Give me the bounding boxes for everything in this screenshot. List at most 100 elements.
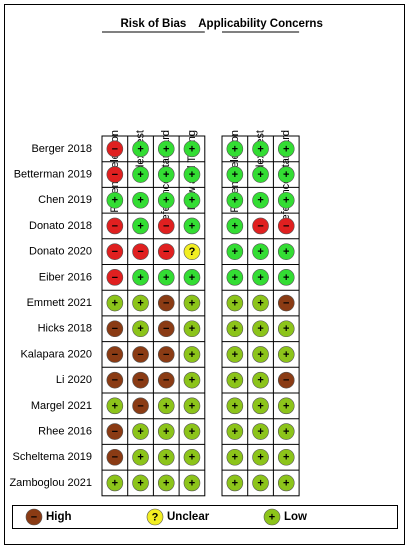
rating-symbol: +: [232, 297, 238, 309]
rating-icon: [157, 371, 175, 389]
rating-icon: [277, 397, 295, 415]
rating-symbol: −: [257, 220, 263, 232]
legend-symbol: −: [31, 511, 37, 523]
rating-symbol: −: [112, 349, 118, 361]
rating-icon: [226, 320, 244, 338]
frame: [4, 4, 405, 545]
rating-symbol: +: [283, 323, 289, 335]
rating-symbol: +: [189, 426, 195, 438]
rating-icon: [226, 243, 244, 260]
rating-icon: [157, 474, 175, 492]
rating-symbol: +: [189, 349, 195, 361]
rating-symbol: +: [257, 426, 263, 438]
rating-symbol: −: [112, 426, 118, 438]
rating-symbol: −: [137, 349, 143, 361]
rating-icon: [277, 243, 295, 260]
rating-icon: [183, 269, 201, 286]
legend-box: [12, 505, 398, 529]
rating-icon: [157, 423, 175, 440]
rating-icon: [226, 217, 244, 235]
rating-symbol: −: [112, 246, 118, 258]
rating-icon: [277, 217, 295, 235]
rating-icon: [183, 423, 201, 440]
rating-icon: [277, 166, 295, 183]
rating-symbol: +: [257, 452, 263, 464]
rating-icon: [157, 217, 175, 235]
rating-icon: [277, 294, 295, 312]
rating-icon: [226, 269, 244, 286]
rating-symbol: +: [137, 297, 143, 309]
rating-symbol: +: [137, 195, 143, 207]
rating-icon: [252, 397, 269, 415]
rating-symbol: +: [283, 452, 289, 464]
rating-icon: [157, 448, 175, 466]
rating-icon: [252, 217, 269, 235]
rating-icon: [106, 140, 124, 158]
rating-symbol: +: [189, 220, 195, 232]
rating-symbol: +: [232, 426, 238, 438]
rating-symbol: −: [112, 143, 118, 155]
rating-icon: [132, 371, 149, 389]
rating-symbol: +: [137, 323, 143, 335]
study-name: Betterman 2019: [14, 168, 92, 180]
rating-symbol: +: [257, 272, 263, 284]
group-title: Risk of Bias: [120, 18, 186, 30]
rating-icon: [132, 397, 149, 415]
study-name: Donato 2018: [29, 220, 92, 232]
rating-icon: [226, 448, 244, 466]
rating-symbol: +: [112, 400, 118, 412]
rating-icon: [132, 448, 149, 466]
rating-symbol: +: [232, 400, 238, 412]
rating-icon: [157, 320, 175, 338]
rating-symbol: +: [283, 143, 289, 155]
rating-symbol: +: [283, 477, 289, 489]
rating-icon: [157, 140, 175, 158]
rating-symbol: +: [137, 426, 143, 438]
rating-symbol: +: [232, 195, 238, 207]
rating-symbol: +: [257, 477, 263, 489]
rating-icon: [226, 140, 244, 158]
rating-symbol: −: [112, 452, 118, 464]
rating-icon: [277, 423, 295, 440]
rating-icon: [277, 448, 295, 466]
rating-symbol: +: [163, 169, 169, 181]
rating-symbol: +: [112, 195, 118, 207]
rating-icon: [106, 397, 124, 415]
rating-symbol: +: [189, 297, 195, 309]
rating-symbol: −: [163, 323, 169, 335]
rating-symbol: +: [112, 297, 118, 309]
legend-icon: [263, 508, 281, 526]
rating-symbol: +: [189, 169, 195, 181]
rating-icon: [226, 166, 244, 183]
rating-symbol: +: [163, 143, 169, 155]
rating-icon: [226, 191, 244, 209]
rating-symbol: +: [283, 169, 289, 181]
study-name: Kalapara 2020: [20, 348, 92, 360]
rating-icon: [277, 371, 295, 389]
rating-symbol: −: [112, 220, 118, 232]
rating-icon: [252, 474, 269, 492]
rating-icon: [106, 346, 124, 363]
rating-icon: [252, 346, 269, 363]
rating-icon: [132, 320, 149, 338]
rating-icon: [252, 140, 269, 158]
rating-symbol: +: [137, 220, 143, 232]
rating-symbol: −: [163, 220, 169, 232]
rating-icon: [226, 423, 244, 440]
rating-symbol: +: [257, 246, 263, 258]
rating-symbol: +: [232, 323, 238, 335]
study-name: Chen 2019: [38, 194, 92, 206]
rating-icon: [132, 423, 149, 440]
rating-icon: [226, 397, 244, 415]
rating-icon: [132, 474, 149, 492]
study-name: Scheltema 2019: [13, 451, 93, 463]
rating-icon: [252, 191, 269, 209]
rating-icon: [252, 269, 269, 286]
rating-icon: [252, 423, 269, 440]
rating-symbol: +: [189, 272, 195, 284]
rating-icon: [226, 371, 244, 389]
rating-icon: [183, 243, 201, 260]
rating-symbol: +: [283, 195, 289, 207]
rating-symbol: +: [189, 143, 195, 155]
rating-symbol: +: [283, 400, 289, 412]
